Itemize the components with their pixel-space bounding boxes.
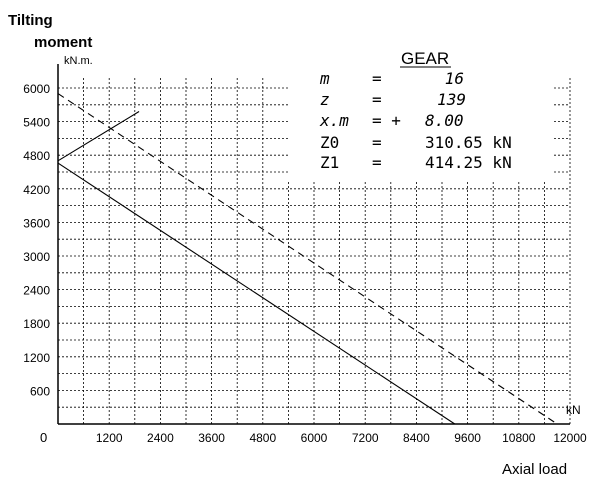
x-tick-labels: 1200 2400 3600 4800 6000 7200 8400 9600 10800 120… (96, 431, 587, 445)
y-tick-label: 4200 (23, 183, 50, 197)
x-tick-label: 6000 (301, 431, 328, 445)
series-line (57, 93, 558, 425)
gear-row-sign: = (372, 153, 382, 172)
gear-row-value: 8.00 (425, 111, 464, 130)
x-tick-label: 7200 (352, 431, 379, 445)
series-group (57, 93, 558, 425)
y-tick-label: 1800 (23, 317, 50, 331)
y-tick-label: 5400 (23, 116, 50, 130)
x-tick-label: 3600 (198, 431, 225, 445)
x-tick-label: 10800 (502, 431, 536, 445)
series-line (57, 111, 140, 162)
y-tick-label: 600 (30, 384, 50, 398)
x-tick-label: 12000 (553, 431, 587, 445)
x-tick-label: 1200 (96, 431, 123, 445)
gear-row-value: 414.25 kN (425, 153, 512, 172)
x-tick-label: 8400 (403, 431, 430, 445)
gear-row-name: m (319, 69, 330, 88)
y-tick-labels: 600 1200 1800 2400 3000 3600 4200 4800 5400 6000 (23, 82, 50, 398)
y-tick-label: 3000 (23, 250, 50, 264)
gear-row-value: 310.65 kN (425, 133, 512, 152)
y-tick-label: 4800 (23, 149, 50, 163)
x-axis-unit: kN (566, 403, 581, 417)
gear-row-sign: = (372, 69, 382, 88)
y-tick-label: 2400 (23, 284, 50, 298)
gear-row-value: 139 (437, 90, 466, 109)
gear-table: GEAR m = 16 z = 139 x.m = + 8.00 Z0 = 31… (319, 49, 512, 172)
x-tick-label: 9600 (454, 431, 481, 445)
gear-row-value: 16 (445, 69, 464, 88)
y-tick-label: 6000 (23, 82, 50, 96)
y-tick-label: 3600 (23, 216, 50, 230)
y-axis-label-line1: Tilting (8, 12, 53, 29)
gear-row-name: Z1 (320, 153, 339, 172)
gear-row-sign: = (372, 133, 382, 152)
y-axis-unit: kN.m. (64, 55, 93, 67)
y-axis-label-line2: moment (34, 34, 92, 51)
gear-table-background (288, 64, 552, 182)
gear-row-sign: = + (372, 111, 401, 130)
y-tick-label: 1200 (23, 351, 50, 365)
gear-row-name: x.m (319, 111, 349, 130)
origin-label: 0 (40, 430, 47, 445)
x-axis-label: Axial load (502, 461, 567, 478)
x-tick-label: 2400 (147, 431, 174, 445)
gear-row-name: z (320, 90, 330, 109)
x-tick-label: 4800 (249, 431, 276, 445)
gear-table-title: GEAR (401, 49, 449, 68)
series-line (57, 162, 456, 425)
gear-row-sign: = (372, 90, 382, 109)
gear-row-name: Z0 (320, 133, 339, 152)
